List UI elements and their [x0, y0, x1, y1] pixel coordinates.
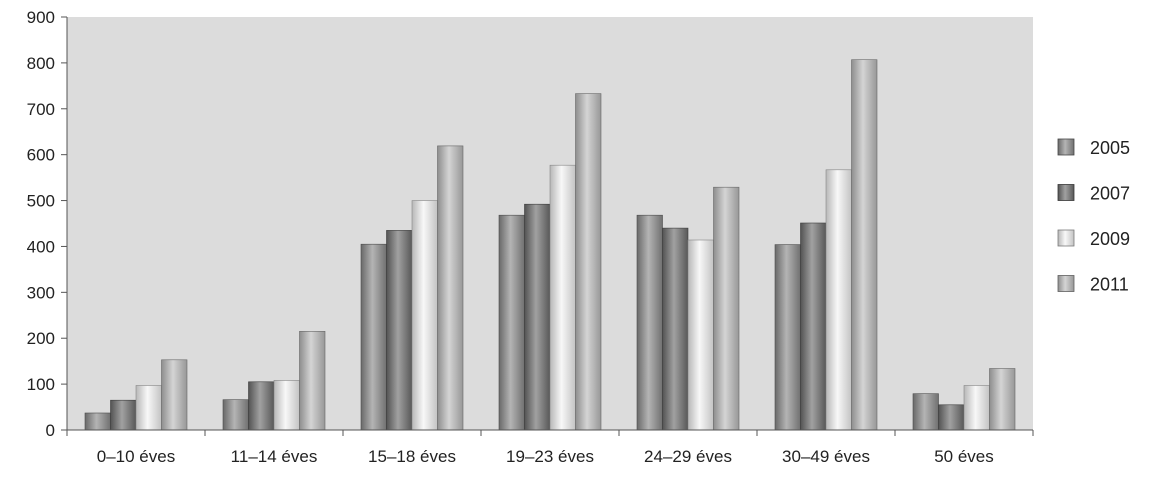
bar-2005-4 [636, 214, 663, 431]
bar-2011-1 [299, 330, 326, 431]
bar-2007-3 [524, 203, 551, 431]
bar-2007-6 [938, 404, 965, 431]
x-tick-label: 30–49 éves [782, 447, 870, 466]
y-tick-label: 700 [27, 100, 55, 119]
bar-2009-1 [273, 380, 300, 431]
bar-2011-4 [713, 186, 740, 431]
bar-2009-2 [411, 200, 438, 431]
legend-label: 2007 [1090, 184, 1130, 204]
bar-2009-3 [549, 164, 576, 431]
bar-2007-0 [110, 399, 137, 431]
bar-2011-3 [575, 93, 602, 431]
bar-2005-1 [222, 399, 249, 431]
x-tick-label: 11–14 éves [231, 447, 318, 466]
bar-2005-0 [84, 412, 111, 431]
y-tick-label: 100 [27, 375, 55, 394]
y-tick-label: 0 [46, 421, 55, 440]
x-tick-label: 19–23 éves [506, 447, 594, 466]
legend-label: 2009 [1090, 229, 1130, 249]
legend-swatch-2009 [1057, 229, 1075, 247]
legend: 2005 2007 2009 2011 [1057, 138, 1130, 295]
bar-2005-2 [360, 243, 387, 431]
bar-2011-2 [437, 145, 464, 431]
legend-label: 2005 [1090, 138, 1130, 158]
y-tick-label: 300 [27, 283, 55, 302]
legend-swatch-2011 [1057, 275, 1075, 292]
bar-2009-6 [963, 385, 990, 431]
y-tick-label: 500 [27, 192, 55, 211]
bar-2009-5 [825, 169, 852, 431]
y-tick-label: 200 [27, 329, 55, 348]
legend-label: 2011 [1090, 275, 1129, 295]
legend-swatch-2005 [1057, 138, 1075, 156]
x-tick-label: 50 éves [934, 447, 994, 466]
bar-2005-3 [498, 214, 525, 431]
legend-swatch-2007 [1057, 184, 1075, 201]
bar-2009-0 [135, 385, 162, 431]
bar-2011-5 [851, 59, 878, 431]
y-tick-label: 800 [27, 54, 55, 73]
bar-2007-1 [248, 381, 275, 431]
x-tick-label: 15–18 éves [368, 447, 456, 466]
bar-2007-5 [800, 222, 827, 431]
bar-2007-4 [662, 227, 689, 431]
x-tick-label: 0–10 éves [97, 447, 175, 466]
bar-2011-0 [161, 359, 188, 431]
axes: 0 100 200 300 400 500 600 700 800 900 0–10 éves 11–… [27, 8, 1034, 466]
bar-2009-4 [687, 239, 714, 431]
bar-2011-6 [989, 368, 1016, 431]
x-tick-label: 24–29 éves [644, 447, 732, 466]
bar-2005-6 [912, 393, 939, 431]
bar-2007-2 [386, 230, 413, 431]
y-tick-label: 900 [27, 8, 55, 27]
y-tick-label: 600 [27, 146, 55, 165]
bar-2005-5 [774, 244, 801, 431]
bars [84, 59, 1016, 431]
y-tick-label: 400 [27, 237, 55, 256]
